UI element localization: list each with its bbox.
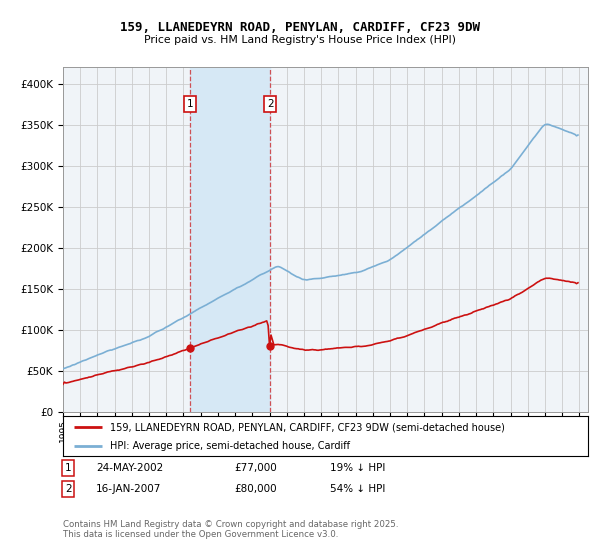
Text: 19% ↓ HPI: 19% ↓ HPI (330, 463, 385, 473)
Text: 24-MAY-2002: 24-MAY-2002 (96, 463, 163, 473)
Text: 1: 1 (187, 99, 193, 109)
Text: Contains HM Land Registry data © Crown copyright and database right 2025.
This d: Contains HM Land Registry data © Crown c… (63, 520, 398, 539)
Text: HPI: Average price, semi-detached house, Cardiff: HPI: Average price, semi-detached house,… (110, 441, 350, 451)
Text: 2: 2 (65, 484, 71, 494)
Text: 2: 2 (267, 99, 274, 109)
Bar (190, 67, 270, 412)
Text: 159, LLANEDEYRN ROAD, PENYLAN, CARDIFF, CF23 9DW (semi-detached house): 159, LLANEDEYRN ROAD, PENYLAN, CARDIFF, … (110, 422, 505, 432)
Text: 16-JAN-2007: 16-JAN-2007 (96, 484, 161, 494)
Text: £80,000: £80,000 (234, 484, 277, 494)
Text: 54% ↓ HPI: 54% ↓ HPI (330, 484, 385, 494)
Text: 1: 1 (65, 463, 71, 473)
Text: £77,000: £77,000 (234, 463, 277, 473)
Text: Price paid vs. HM Land Registry's House Price Index (HPI): Price paid vs. HM Land Registry's House … (144, 35, 456, 45)
Text: 159, LLANEDEYRN ROAD, PENYLAN, CARDIFF, CF23 9DW: 159, LLANEDEYRN ROAD, PENYLAN, CARDIFF, … (120, 21, 480, 34)
